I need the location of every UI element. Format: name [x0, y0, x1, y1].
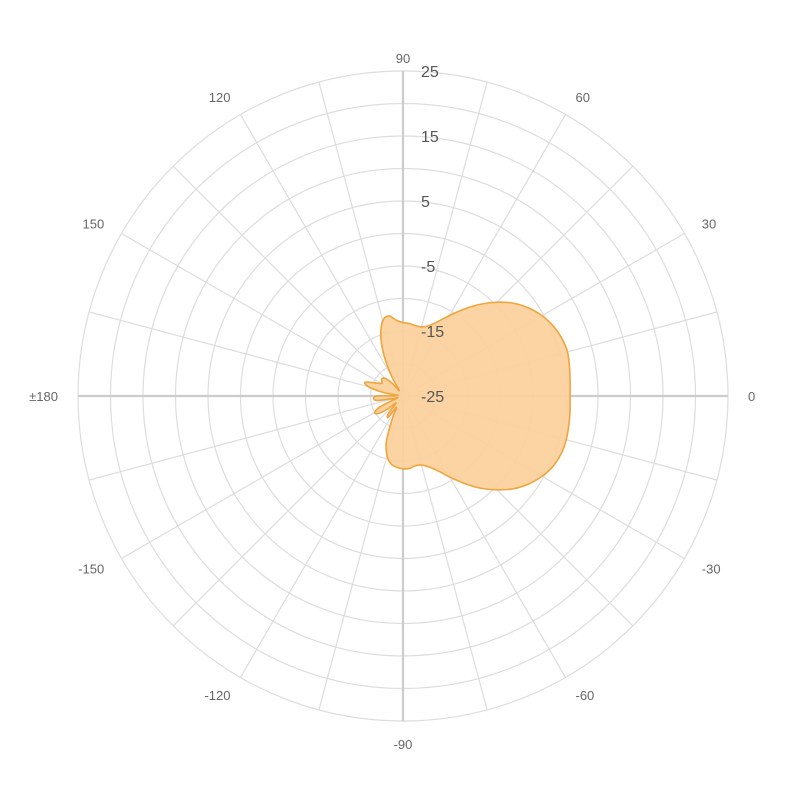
- angle-tick-label: 120: [209, 90, 231, 105]
- grid-spoke: [121, 232, 404, 397]
- radial-tick-label: -25: [421, 389, 444, 406]
- angle-tick-label: 30: [702, 217, 716, 232]
- angle-tick-label: ±180: [29, 389, 58, 404]
- angle-tick-label: 0: [748, 389, 755, 404]
- grid-spoke: [239, 395, 404, 678]
- angle-tick-label: 90: [396, 51, 410, 66]
- grid-spoke: [172, 395, 404, 627]
- grid-spoke: [88, 395, 404, 481]
- radial-tick-label: -15: [421, 324, 444, 341]
- grid-spoke: [239, 114, 404, 397]
- radial-tick-label: 5: [421, 194, 430, 211]
- angle-axis-labels: 0 30 60 90 120 150 ±180 -150 -120 -90 -60 -30: [29, 51, 755, 752]
- angle-tick-label: -30: [702, 562, 721, 577]
- series-layer: [363, 301, 571, 491]
- radial-tick-label: 15: [421, 129, 439, 146]
- angle-tick-label: 150: [82, 217, 104, 232]
- angle-tick-label: 60: [576, 90, 590, 105]
- angle-tick-label: -60: [576, 688, 595, 703]
- radial-tick-label: 25: [421, 64, 439, 81]
- grid-spoke: [88, 311, 404, 397]
- radial-tick-label: -5: [421, 259, 435, 276]
- grid-spoke: [172, 165, 404, 397]
- angle-tick-label: -120: [204, 688, 230, 703]
- series-area: [363, 301, 571, 491]
- radial-axis-labels: -25 -15 -5 5 15 25: [421, 64, 444, 406]
- angle-tick-label: -90: [394, 737, 413, 752]
- grid-spoke: [121, 395, 404, 560]
- angle-tick-label: -150: [78, 562, 104, 577]
